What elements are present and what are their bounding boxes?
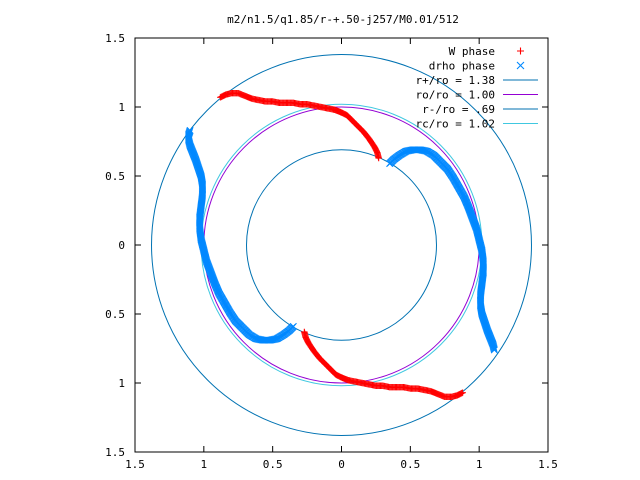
x-tick-label: 1.5 (125, 458, 145, 471)
reference-circle (246, 149, 437, 341)
data-point (490, 345, 498, 353)
reference-circle (200, 103, 483, 387)
series-w-phase (217, 90, 466, 400)
legend-label: W phase (449, 45, 495, 58)
data-series (185, 90, 498, 400)
y-tick-label: 1.5 (105, 446, 125, 459)
data-point (490, 344, 498, 352)
legend-label: r-/ro = .69 (422, 103, 495, 116)
data-point (301, 328, 308, 336)
x-tick-label: 1.5 (538, 458, 558, 471)
legend-label: drho phase (429, 60, 495, 73)
y-tick-label: 0.5 (105, 308, 125, 321)
data-point (186, 126, 194, 135)
chart-title: m2/n1.5/q1.85/r-+.50-j257/M0.01/512 (227, 13, 459, 26)
axis-ticks: 1.5 1 0.5 0 0.5 1 1.51.510.500.511.5 (105, 32, 558, 471)
y-tick-label: 1.5 (105, 32, 125, 45)
x-tick-label: 1 (476, 458, 483, 471)
x-tick-label: 1 (201, 458, 208, 471)
data-point (375, 154, 382, 162)
legend-label: rc/ro = 1.02 (416, 118, 495, 131)
x-tick-label: 0 (338, 458, 345, 471)
reference-circle (203, 106, 480, 384)
y-tick-label: 0.5 (105, 170, 125, 183)
data-point (490, 346, 498, 354)
series-drho-phase (185, 126, 498, 354)
y-tick-label: 1 (118, 377, 125, 390)
legend-label: ro/ro = 1.00 (416, 89, 495, 102)
legend-swatch (517, 47, 524, 55)
y-tick-label: 0 (118, 239, 125, 252)
reference-circle (151, 54, 532, 436)
x-tick-label: 0.5 (400, 458, 420, 471)
x-tick-label: 0.5 (263, 458, 283, 471)
legend-swatch (516, 61, 525, 70)
legend-label: r+/ro = 1.38 (416, 74, 495, 87)
y-tick-label: 1 (118, 101, 125, 114)
